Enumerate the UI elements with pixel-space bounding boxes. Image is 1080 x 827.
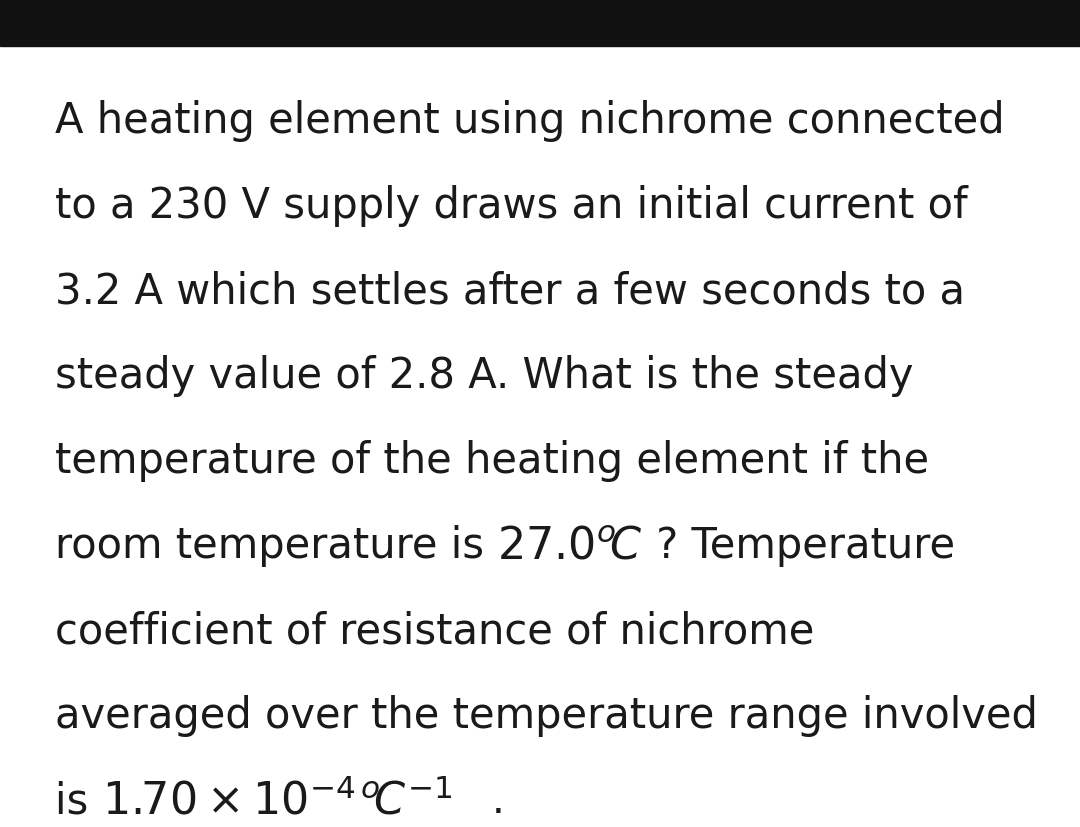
Text: room temperature is: room temperature is	[55, 525, 497, 567]
Text: ? Temperature: ? Temperature	[643, 525, 955, 567]
Text: $27.0^{o}\!C$: $27.0^{o}\!C$	[497, 525, 643, 568]
Text: steady value of 2.8 A. What is the steady: steady value of 2.8 A. What is the stead…	[55, 355, 914, 397]
Text: 3.2 A which settles after a few seconds to a: 3.2 A which settles after a few seconds …	[55, 270, 966, 312]
Text: A heating element using nichrome connected: A heating element using nichrome connect…	[55, 100, 1004, 142]
Text: $1.70 \times 10^{-4\,o}\!C^{-1}$: $1.70 \times 10^{-4\,o}\!C^{-1}$	[102, 780, 453, 824]
Text: to a 230 V supply draws an initial current of: to a 230 V supply draws an initial curre…	[55, 185, 968, 227]
Text: .: .	[453, 780, 505, 822]
Bar	[0, 0, 1080, 46]
Text: is: is	[55, 780, 102, 822]
Text: temperature of the heating element if the: temperature of the heating element if th…	[55, 440, 929, 482]
Text: coefficient of resistance of nichrome: coefficient of resistance of nichrome	[55, 610, 814, 652]
Text: averaged over the temperature range involved: averaged over the temperature range invo…	[55, 695, 1038, 737]
